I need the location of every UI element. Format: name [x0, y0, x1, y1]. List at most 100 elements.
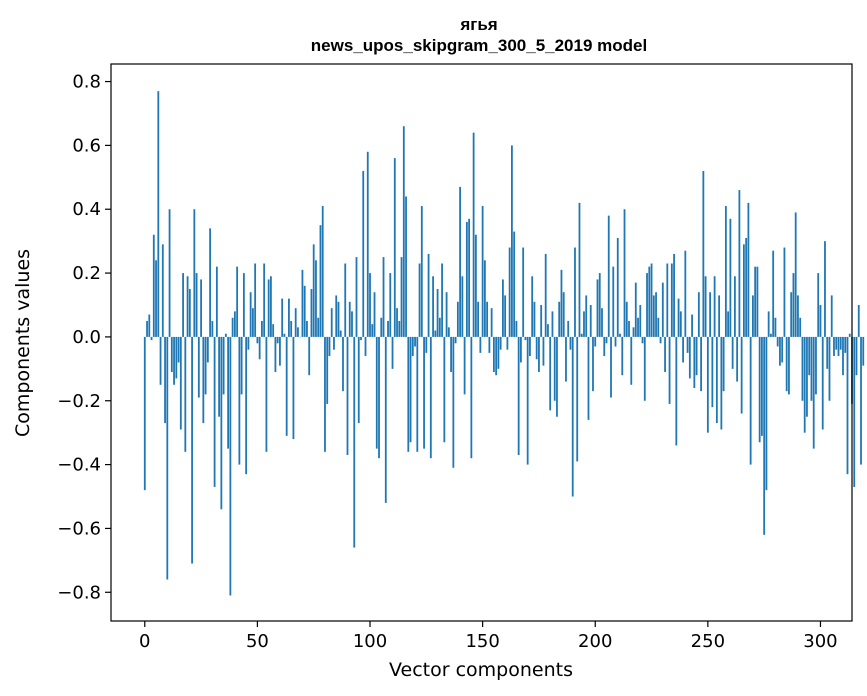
y-tick-label: 0.6 — [72, 135, 101, 156]
bar — [837, 336, 840, 357]
bar — [684, 250, 687, 337]
bar — [418, 263, 421, 337]
bar — [452, 336, 455, 468]
y-axis-label: Components values — [12, 249, 34, 437]
bar — [824, 241, 826, 337]
bar — [526, 336, 529, 465]
bar — [330, 308, 333, 337]
bar — [335, 295, 338, 337]
bar — [729, 218, 732, 337]
bar — [524, 336, 527, 341]
bar — [693, 336, 696, 388]
bar — [641, 336, 644, 344]
bar — [517, 336, 520, 456]
bar — [308, 336, 311, 376]
bar — [301, 269, 304, 337]
bar — [436, 289, 439, 337]
bar — [540, 304, 543, 337]
bar — [157, 91, 160, 337]
bar — [434, 330, 437, 337]
bar — [150, 336, 153, 341]
bar — [177, 336, 180, 363]
bar — [666, 263, 669, 337]
bar — [470, 336, 473, 459]
bar — [533, 301, 536, 337]
bar — [411, 336, 414, 357]
y-tick-label: 0.2 — [72, 263, 101, 284]
bar — [211, 320, 214, 337]
bar — [443, 336, 446, 443]
bar — [862, 336, 865, 366]
bar — [797, 295, 799, 337]
bar — [182, 273, 184, 337]
bar — [781, 336, 784, 363]
bar — [393, 158, 396, 337]
bar — [562, 292, 565, 337]
plot-frame — [110, 63, 853, 622]
bar — [844, 336, 847, 353]
bar — [258, 336, 261, 360]
bar — [853, 336, 856, 487]
bar — [634, 282, 637, 337]
bar — [371, 324, 374, 337]
bar — [664, 336, 666, 373]
bar — [481, 206, 484, 337]
bar — [459, 186, 461, 337]
bar — [441, 263, 443, 337]
bar — [794, 212, 797, 337]
bar — [594, 336, 597, 347]
bar — [247, 336, 250, 350]
bar — [765, 336, 768, 491]
bar — [423, 336, 425, 449]
bar — [774, 317, 777, 337]
bar — [290, 320, 293, 337]
bar — [558, 301, 561, 337]
bar — [612, 266, 615, 337]
bar — [713, 276, 716, 337]
bar — [553, 336, 556, 401]
bar — [143, 336, 146, 491]
bar — [497, 336, 500, 369]
bar — [373, 292, 376, 337]
bar — [569, 336, 572, 350]
bar — [333, 336, 335, 350]
bar — [520, 336, 522, 363]
chart-title: ягья — [459, 15, 497, 34]
bar — [596, 279, 599, 337]
bar — [425, 336, 428, 353]
y-tick-label: −0.4 — [57, 455, 101, 476]
bar — [538, 336, 540, 373]
bar — [815, 336, 817, 395]
bar — [191, 336, 193, 564]
bar — [249, 292, 252, 337]
bar — [405, 196, 407, 337]
bar — [578, 202, 581, 337]
bar — [761, 336, 763, 436]
bar — [574, 247, 576, 337]
bar — [621, 336, 624, 376]
bar — [389, 273, 392, 337]
bar — [391, 336, 394, 369]
bar — [756, 266, 759, 337]
bar — [668, 336, 671, 404]
bar — [835, 336, 838, 350]
bar — [740, 336, 743, 414]
bar — [727, 311, 730, 337]
bar — [245, 336, 248, 475]
bar — [407, 336, 410, 452]
bar — [810, 336, 813, 401]
bar — [592, 336, 594, 392]
bar — [556, 336, 558, 417]
bar — [632, 327, 635, 337]
bar — [396, 308, 398, 337]
bar — [788, 336, 790, 395]
bar — [833, 336, 835, 357]
bar — [670, 263, 673, 337]
bar — [227, 336, 230, 449]
bar — [697, 292, 700, 337]
bar — [754, 266, 757, 337]
bar — [398, 320, 401, 337]
bar — [704, 276, 707, 337]
bar — [711, 336, 714, 408]
